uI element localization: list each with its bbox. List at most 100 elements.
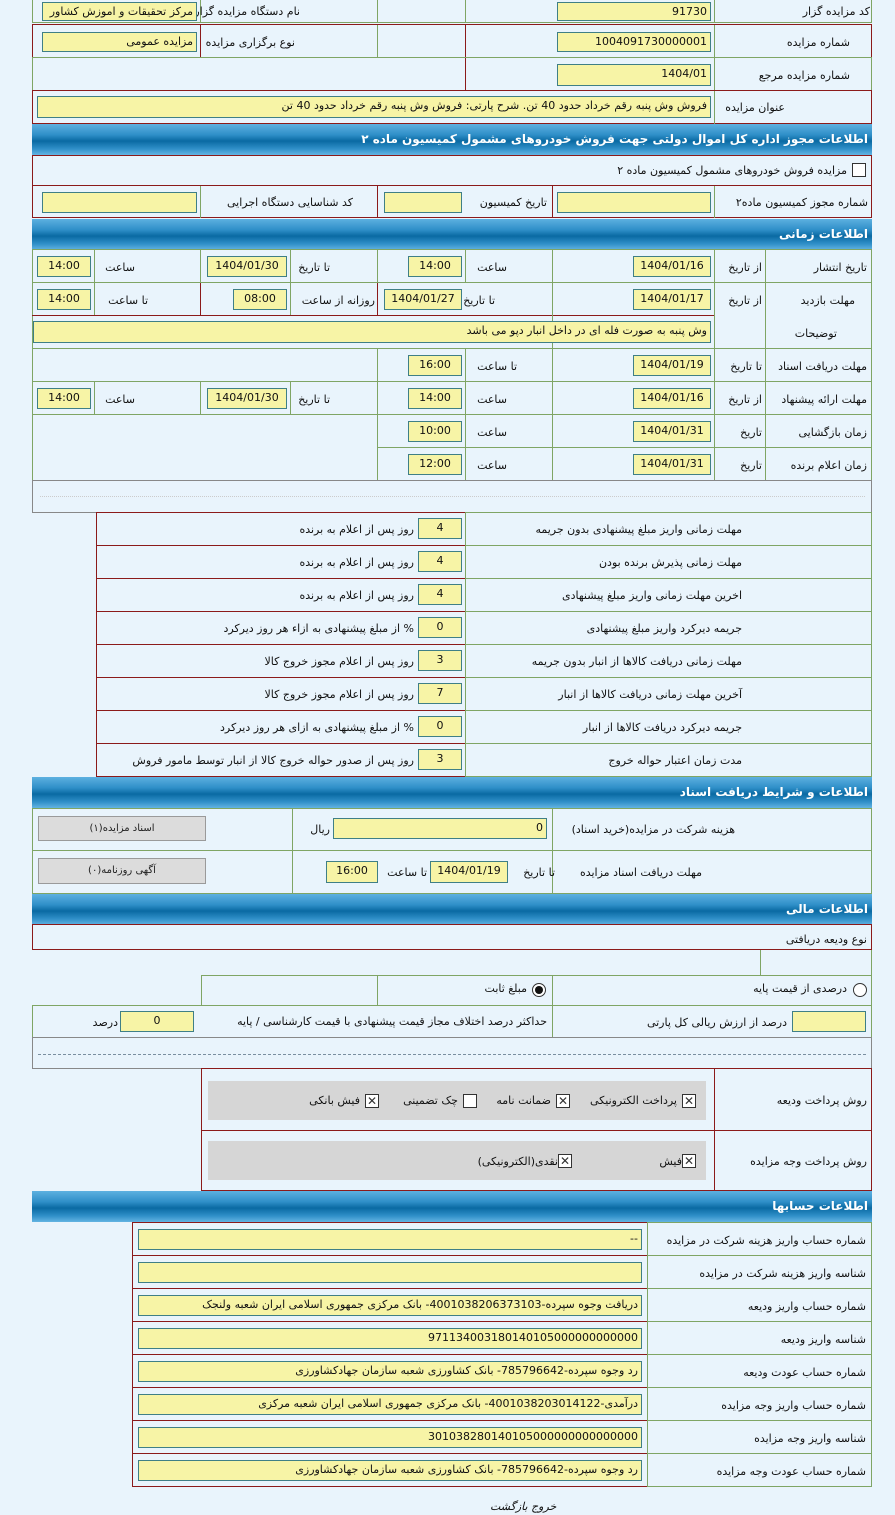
offer-from-date[interactable]: 1404/01/16 (633, 388, 711, 409)
deposit-type-label: نوع ودیعه دریافتی (785, 933, 867, 946)
radio-percent-of-base[interactable] (853, 983, 867, 997)
account-value[interactable]: -- (138, 1229, 642, 1250)
publish-label: تاریخ انتشار (813, 261, 867, 274)
visit-to-label: تا تاریخ (463, 294, 495, 307)
publish-to-time[interactable]: 14:00 (37, 256, 91, 277)
back-link[interactable]: بازگشت (490, 1500, 528, 1513)
winner-label: زمان اعلام برنده (790, 459, 867, 472)
docs-to-time-field[interactable]: 16:00 (326, 861, 378, 883)
auction-number-field[interactable]: 1004091730000001 (557, 32, 711, 52)
notes-field[interactable]: وش پنبه به صورت فله ای در داخل انبار دپو… (33, 321, 711, 343)
publish-to-time-label: ساعت (105, 261, 135, 274)
deadline-value[interactable]: 0 (418, 716, 462, 737)
account-value[interactable]: 301038280140105000000000000000 (138, 1427, 642, 1448)
account-value[interactable]: درآمدی-4001038203014122- بانک مرکزی جمهو… (138, 1394, 642, 1415)
newspaper-ad-button[interactable]: آگهی روزنامه(۰) (38, 858, 206, 884)
title-field[interactable]: فروش وش پنبه رقم خرداد حدود 40 تن. شرح پ… (37, 96, 711, 118)
account-label: شماره حساب واریز هزینه شرکت در مزایده (666, 1234, 866, 1247)
opening-time[interactable]: 10:00 (408, 421, 462, 442)
account-value[interactable]: رد وجوه سپرده-785796642- بانک کشاورزی شع… (138, 1361, 642, 1382)
radio-fixed-amount[interactable] (532, 983, 546, 997)
checkbox-bank-receipt[interactable]: ✕ (365, 1094, 379, 1108)
publish-from-date[interactable]: 1404/01/16 (633, 256, 711, 277)
visit-daily-from[interactable]: 08:00 (233, 289, 287, 310)
deadline-value[interactable]: 4 (418, 518, 462, 539)
deadline-label: جریمه دیرکرد واریز مبلغ پیشنهادی (586, 622, 742, 635)
reference-number-field[interactable]: 1404/01 (557, 64, 711, 86)
row-title (32, 90, 872, 124)
permit-number-field[interactable] (557, 192, 711, 213)
docs-time-label: تا ساعت (477, 360, 517, 373)
visit-to-date[interactable]: 1404/01/27 (384, 289, 462, 310)
visit-daily-to[interactable]: 14:00 (37, 289, 91, 310)
publish-to-date[interactable]: 1404/01/30 (207, 256, 287, 277)
offer-to-label: تا تاریخ (298, 393, 330, 406)
publish-to-label: تا تاریخ (298, 261, 330, 274)
account-value[interactable]: دریافت وجوه سپرده-4001038206373103- بانک… (138, 1295, 642, 1316)
fee-field[interactable]: 0 (333, 818, 547, 839)
row-deposit-type (32, 924, 872, 950)
checkbox-receipt[interactable]: ✕ (682, 1154, 696, 1168)
exit-link[interactable]: خروج (531, 1500, 557, 1513)
section-header-financial: اطلاعات مالی (32, 894, 872, 925)
deadline-value[interactable]: 4 (418, 551, 462, 572)
deadline-suffix: % از مبلغ پیشنهادی به ازاء هر روز دیرکرد (223, 622, 414, 635)
bank-receipt-label: فیش بانکی (309, 1094, 360, 1107)
deadline-label: مدت زمان اعتبار حواله خروج (608, 754, 742, 767)
deadline-value[interactable]: 4 (418, 584, 462, 605)
account-label: شناسه واریز ودیعه (780, 1333, 866, 1346)
title-label: عنوان مزایده (725, 101, 785, 114)
fee-label: هزینه شرکت در مزایده(خرید اسناد) (571, 823, 735, 836)
percent-field[interactable] (792, 1011, 866, 1032)
deadline-value[interactable]: 0 (418, 617, 462, 638)
opening-date-label: تاریخ (740, 426, 762, 439)
offer-from-time[interactable]: 14:00 (408, 388, 462, 409)
account-label: شماره حساب عودت ودیعه (743, 1366, 866, 1379)
notes-label: توضیحات (794, 327, 837, 340)
offer-to-time[interactable]: 14:00 (37, 388, 91, 409)
payment-methods-table (201, 1068, 872, 1191)
currency-label: ریال (310, 823, 330, 836)
commission-date-field[interactable] (384, 192, 462, 213)
account-value[interactable]: رد وجوه سپرده-785796642- بانک کشاورزی شع… (138, 1460, 642, 1481)
visit-from-date[interactable]: 1404/01/17 (633, 289, 711, 310)
offer-label: مهلت ارائه پیشنهاد (781, 393, 867, 406)
checkbox-certified-check[interactable] (463, 1094, 477, 1108)
commission-checkbox-label: مزایده فروش خودروهای مشمول کمیسیون ماده … (617, 164, 847, 177)
auctioneer-name-field[interactable]: مرکز تحقیقات و اموزش کشاور (42, 2, 197, 21)
guarantee-label: ضمانت نامه (496, 1094, 551, 1107)
deadline-label: اخرین مهلت زمانی واریز مبلغ پیشنهادی (562, 589, 742, 602)
docs-deadline-date[interactable]: 1404/01/19 (633, 355, 711, 376)
payment-method-label: روش پرداخت وجه مزایده (750, 1155, 867, 1168)
winner-date[interactable]: 1404/01/31 (633, 454, 711, 475)
docs-to-date-field[interactable]: 1404/01/19 (430, 861, 508, 883)
auctioneer-code-field[interactable]: 91730 (557, 2, 711, 21)
docs-deadline-time[interactable]: 16:00 (408, 355, 462, 376)
deposit-methods-group (208, 1081, 706, 1120)
account-value[interactable]: 971134003180140105000000000000 (138, 1328, 642, 1349)
offer-to-date[interactable]: 1404/01/30 (207, 388, 287, 409)
checkbox-guarantee[interactable]: ✕ (556, 1094, 570, 1108)
auction-documents-button[interactable]: اسناد مزایده(۱) (38, 816, 206, 841)
deadline-value[interactable]: 3 (418, 749, 462, 770)
visit-daily-label: روزانه از ساعت (301, 294, 375, 307)
opening-date[interactable]: 1404/01/31 (633, 421, 711, 442)
checkbox-electronic-payment[interactable]: ✕ (682, 1094, 696, 1108)
opening-label: زمان بازگشایی (798, 426, 868, 439)
deadline-value[interactable]: 3 (418, 650, 462, 671)
publish-from-time-label: ساعت (477, 261, 507, 274)
offer-from-time-label: ساعت (477, 393, 507, 406)
commission-checkbox[interactable] (852, 163, 866, 177)
publish-from-time[interactable]: 14:00 (408, 256, 462, 277)
section-header-timing: اطلاعات زمانی (32, 219, 872, 250)
opening-time-label: ساعت (477, 426, 507, 439)
executive-code-field[interactable] (42, 192, 197, 213)
checkbox-cash-electronic[interactable]: ✕ (558, 1154, 572, 1168)
permit-number-label: شماره مجوز کمیسیون ماده۲ (735, 196, 868, 209)
max-diff-field[interactable]: 0 (120, 1011, 194, 1032)
winner-time[interactable]: 12:00 (408, 454, 462, 475)
deadline-value[interactable]: 7 (418, 683, 462, 704)
auction-type-field[interactable]: مزایده عمومی (42, 32, 197, 52)
receipt-label: فیش (659, 1155, 682, 1168)
account-value[interactable] (138, 1262, 642, 1283)
